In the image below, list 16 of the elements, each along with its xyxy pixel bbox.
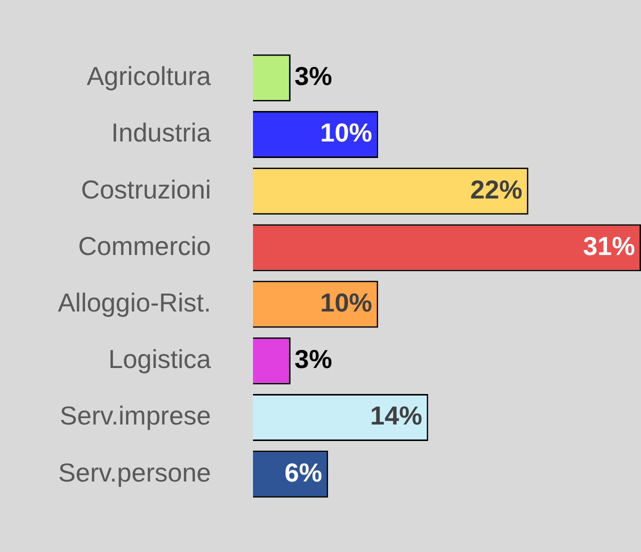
y-tick-label: Industria: [111, 118, 212, 148]
data-label: 22%: [470, 174, 522, 204]
y-tick-label: Logistica: [108, 344, 212, 374]
data-label: 3%: [294, 61, 332, 92]
y-tick-label: Costruzioni: [80, 174, 211, 204]
data-label: 10%: [320, 118, 372, 148]
y-tick-label: Serv.persone: [58, 457, 211, 488]
y-tick-label: Serv.imprese: [60, 400, 211, 431]
data-label: 3%: [294, 344, 332, 374]
y-tick-label: Commercio: [78, 230, 211, 261]
data-label: 10%: [320, 287, 372, 318]
data-label: 14%: [370, 400, 422, 431]
data-label: 6%: [284, 457, 322, 488]
data-label: 31%: [582, 230, 635, 261]
y-tick-label: Alloggio-Rist.: [58, 287, 211, 318]
y-tick-label: Agricoltura: [86, 61, 212, 92]
